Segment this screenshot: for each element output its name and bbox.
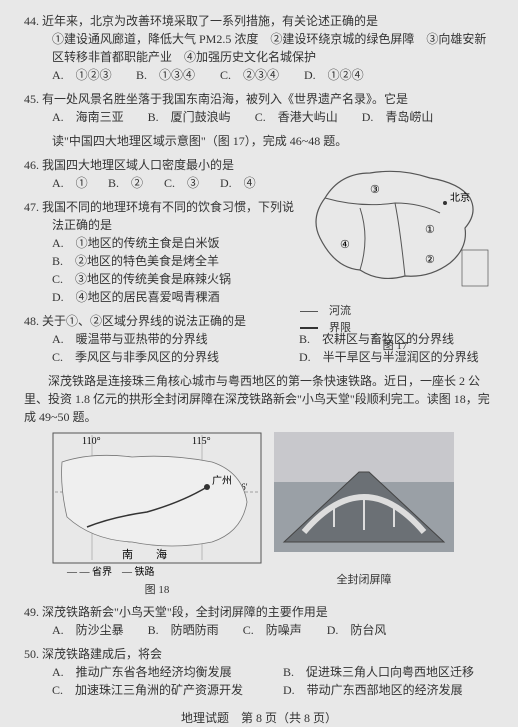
q47-stem: 47. 我国不同的地理环境有不同的饮食习惯，下列说法正确的是 <box>24 198 304 234</box>
q46-opt-a: A. ① <box>52 174 92 192</box>
q49-options: A. 防沙尘暴 B. 防晒防雨 C. 防噪声 D. 防台风 <box>24 621 494 639</box>
fig18: 110° 115° 23°26′ 广州 南 海 — — 省界 — 铁路 图 18… <box>52 432 494 599</box>
q44-sub: ①建设通风廊道，降低大气 PM2.5 浓度 ②建设环绕京城的绿色屏障 ③向雄安新… <box>24 30 494 66</box>
svg-text:③: ③ <box>370 184 380 196</box>
q44-opt-a: A. ①②③ <box>52 66 112 84</box>
china-map-svg: ① ② ③ ④ 北京 <box>300 158 490 298</box>
q47-opt-d: D. ④地区的居民喜爱喝青稞酒 <box>24 288 304 306</box>
page-footer: 地理试题 第 8 页（共 8 页） <box>24 709 494 727</box>
q44-opt-c: C. ②③④ <box>220 66 280 84</box>
context-46-48: 读"中国四大地理区域示意图"（图 17），完成 46~48 题。 <box>24 132 494 150</box>
q49-opt-b: B. 防晒防雨 <box>148 621 219 639</box>
q50-opt-c: C. 加速珠江三角洲的矿产资源开发 <box>52 681 243 699</box>
q45-text: 有一处风景名胜坐落于我国东南沿海，被列入《世界遗产名录》。它是 <box>42 92 408 106</box>
q49-opt-d: D. 防台风 <box>327 621 387 639</box>
svg-text:广州: 广州 <box>212 475 232 487</box>
q49-text: 深茂铁路新会"小鸟天堂"段，全封闭屏障的主要作用是 <box>42 605 328 619</box>
fig17: ① ② ③ ④ 北京 河流 界限 图 17 <box>300 158 490 355</box>
q45-stem: 45. 有一处风景名胜坐落于我国东南沿海，被列入《世界遗产名录》。它是 <box>24 90 494 108</box>
q48-opt-a: A. 暖温带与亚热带的分界线 <box>52 330 219 348</box>
q45-opt-c: C. 香港大屿山 <box>255 108 338 126</box>
q49-stem: 49. 深茂铁路新会"小鸟天堂"段，全封闭屏障的主要作用是 <box>24 603 494 621</box>
context-49-50: 深茂铁路是连接珠三角核心城市与粤西地区的第一条快速铁路。近日，一座长 2 公里、… <box>24 372 494 426</box>
svg-text:南 海: 南 海 <box>122 547 173 561</box>
svg-text:②: ② <box>425 254 435 266</box>
q45-opt-a: A. 海南三亚 <box>52 108 124 126</box>
q50-num: 50. <box>24 647 39 661</box>
fig18-photo-panel: 全封闭屏障 <box>274 432 454 589</box>
q48-opt-c: C. 季风区与非季风区的分界线 <box>52 348 219 366</box>
q45: 45. 有一处风景名胜坐落于我国东南沿海，被列入《世界遗产名录》。它是 A. 海… <box>24 90 494 126</box>
q47-opt-c: C. ③地区的传统美食是麻辣火锅 <box>24 270 304 288</box>
q44-options: A. ①②③ B. ①③④ C. ②③④ D. ①②④ <box>24 66 494 84</box>
svg-text:115°: 115° <box>192 436 211 447</box>
q44-text: 近年来，北京为改善环境采取了一系列措施，有关论述正确的是 <box>42 14 378 28</box>
q50-opt-d: D. 带动广东西部地区的经济发展 <box>283 681 474 699</box>
svg-text:110°: 110° <box>82 436 101 447</box>
q46-stem: 46. 我国四大地理区域人口密度最小的是 <box>24 156 304 174</box>
q47-opt-b: B. ②地区的特色美食是烤全羊 <box>24 252 304 270</box>
q44-opt-d: D. ①②④ <box>304 66 364 84</box>
q46-opt-b: B. ② <box>108 174 148 192</box>
q47-opt-a: A. ①地区的传统主食是白米饭 <box>24 234 304 252</box>
q44-num: 44. <box>24 14 39 28</box>
q46-text: 我国四大地理区域人口密度最小的是 <box>42 158 234 172</box>
q50-stem: 50. 深茂铁路建成后，将会 <box>24 645 494 663</box>
q47: 47. 我国不同的地理环境有不同的饮食习惯，下列说法正确的是 A. ①地区的传统… <box>24 198 304 306</box>
fig18-photo-svg <box>274 432 454 567</box>
q46-num: 46. <box>24 158 39 172</box>
q48-text: 关于①、②区域分界线的说法正确的是 <box>42 314 246 328</box>
fig18-caption: 图 18 <box>52 582 262 599</box>
q49-opt-c: C. 防噪声 <box>243 621 303 639</box>
svg-text:— — 省界 — 铁路: — — 省界 — 铁路 <box>66 565 155 577</box>
q49: 49. 深茂铁路新会"小鸟天堂"段，全封闭屏障的主要作用是 A. 防沙尘暴 B.… <box>24 603 494 639</box>
q48-num: 48. <box>24 314 39 328</box>
q46-opt-c: C. ③ <box>164 174 204 192</box>
q50-options: A. 推动广东省各地经济均衡发展 C. 加速珠江三角洲的矿产资源开发 B. 促进… <box>24 663 494 699</box>
q45-opt-b: B. 厦门鼓浪屿 <box>148 108 231 126</box>
q44-opt-b: B. ①③④ <box>136 66 196 84</box>
q46-opt-d: D. ④ <box>220 174 260 192</box>
q50-text: 深茂铁路建成后，将会 <box>42 647 162 661</box>
fig17-caption: 图 17 <box>300 338 490 355</box>
fig18-map-svg: 110° 115° 23°26′ 广州 南 海 — — 省界 — 铁路 <box>52 432 262 577</box>
q50-opt-b: B. 促进珠三角人口向粤西地区迁移 <box>283 663 474 681</box>
q45-opt-d: D. 青岛崂山 <box>362 108 434 126</box>
fig17-legend: 河流 界限 <box>300 303 490 336</box>
q47-num: 47. <box>24 200 39 214</box>
q49-num: 49. <box>24 605 39 619</box>
q45-options: A. 海南三亚 B. 厦门鼓浪屿 C. 香港大屿山 D. 青岛崂山 <box>24 108 494 126</box>
q45-num: 45. <box>24 92 39 106</box>
legend-river: 河流 <box>329 305 351 317</box>
q44-stem: 44. 近年来，北京为改善环境采取了一系列措施，有关论述正确的是 <box>24 12 494 30</box>
svg-text:北京: 北京 <box>450 191 470 204</box>
svg-text:④: ④ <box>340 239 350 251</box>
q50-opt-a: A. 推动广东省各地经济均衡发展 <box>52 663 243 681</box>
q46: 46. 我国四大地理区域人口密度最小的是 A. ① B. ② C. ③ D. ④ <box>24 156 304 192</box>
q49-opt-a: A. 防沙尘暴 <box>52 621 124 639</box>
q46-options: A. ① B. ② C. ③ D. ④ <box>24 174 304 192</box>
fig18-map-panel: 110° 115° 23°26′ 广州 南 海 — — 省界 — 铁路 图 18 <box>52 432 262 599</box>
legend-border: 界限 <box>329 322 351 334</box>
fig18-photo-label: 全封闭屏障 <box>274 572 454 589</box>
q47-text: 我国不同的地理环境有不同的饮食习惯，下列说法正确的是 <box>42 200 294 232</box>
svg-text:①: ① <box>425 224 435 236</box>
q44: 44. 近年来，北京为改善环境采取了一系列措施，有关论述正确的是 ①建设通风廊道… <box>24 12 494 84</box>
q50: 50. 深茂铁路建成后，将会 A. 推动广东省各地经济均衡发展 C. 加速珠江三… <box>24 645 494 699</box>
